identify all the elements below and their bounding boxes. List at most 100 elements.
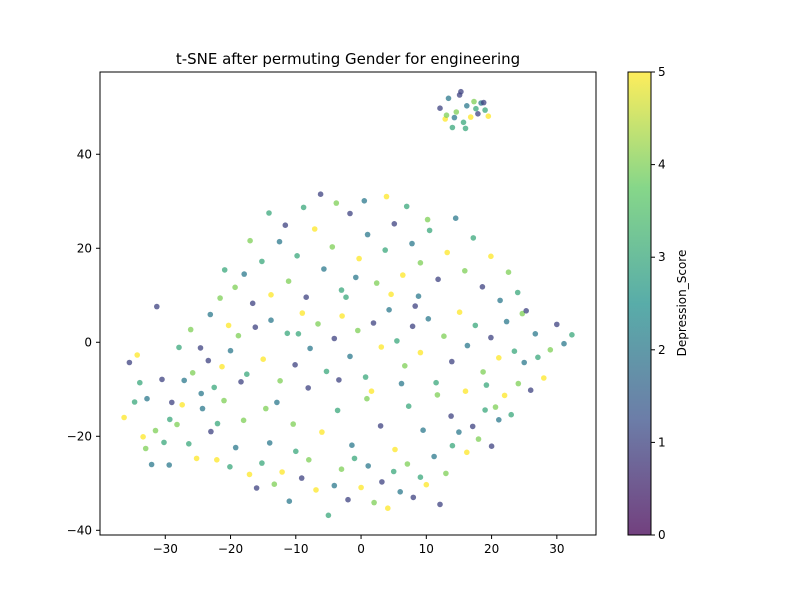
data-point	[409, 323, 416, 330]
data-point	[286, 498, 293, 505]
data-point	[266, 440, 273, 446]
data-point	[197, 345, 204, 351]
data-point	[458, 88, 464, 95]
data-point	[152, 427, 159, 434]
data-point	[505, 269, 512, 276]
data-point	[424, 216, 431, 223]
data-point	[371, 499, 377, 506]
data-point	[472, 322, 479, 329]
data-point	[189, 370, 196, 376]
data-point	[423, 481, 430, 488]
data-point	[390, 468, 397, 475]
data-point	[541, 375, 547, 381]
data-point	[219, 363, 225, 370]
data-point	[464, 449, 470, 456]
data-point	[370, 320, 377, 326]
points-layer	[121, 88, 575, 519]
data-point	[247, 237, 253, 244]
data-point	[347, 210, 353, 217]
data-point	[207, 311, 214, 318]
data-point	[329, 244, 336, 250]
colorbar-tick-label: 5	[658, 65, 666, 79]
data-point	[221, 267, 228, 273]
data-point	[482, 407, 488, 413]
data-point	[336, 377, 342, 383]
data-point	[161, 439, 167, 446]
data-point	[361, 198, 368, 204]
data-point	[187, 326, 194, 333]
data-point	[456, 429, 462, 435]
x-tick-label: −20	[218, 542, 243, 556]
data-point	[277, 378, 283, 384]
data-point	[186, 441, 192, 447]
data-point	[385, 505, 391, 512]
data-point	[469, 423, 476, 430]
y-tick-label: −40	[67, 523, 92, 537]
data-point	[279, 469, 285, 475]
data-point	[386, 307, 392, 313]
data-point	[364, 395, 370, 402]
data-point	[159, 376, 165, 383]
data-point	[260, 356, 267, 363]
data-point	[443, 112, 450, 118]
data-point	[299, 310, 306, 316]
data-point	[403, 203, 410, 210]
data-point	[464, 342, 471, 349]
data-point	[392, 446, 398, 453]
data-point	[433, 379, 439, 386]
data-point	[443, 470, 449, 477]
data-point	[402, 363, 408, 369]
data-point	[503, 318, 510, 325]
data-point	[292, 362, 298, 368]
data-point	[519, 310, 526, 317]
data-point	[397, 489, 404, 495]
x-tick-label: −30	[153, 542, 178, 556]
y-tick-label: 0	[84, 335, 92, 349]
y-tick-label: 20	[77, 241, 92, 255]
data-point	[227, 347, 234, 354]
data-point	[338, 287, 345, 293]
data-point	[456, 309, 463, 316]
data-point	[249, 300, 256, 307]
data-point	[232, 444, 239, 451]
data-point	[293, 448, 299, 455]
data-point	[174, 421, 180, 428]
data-point	[144, 395, 150, 402]
data-point	[569, 332, 575, 338]
data-point	[349, 442, 355, 449]
data-point	[398, 380, 405, 387]
data-point	[554, 321, 560, 328]
data-point	[523, 308, 529, 314]
data-point	[343, 294, 349, 301]
data-point	[121, 414, 127, 421]
data-point	[303, 294, 310, 301]
data-point	[435, 276, 441, 283]
data-point	[362, 374, 369, 380]
data-point	[496, 355, 502, 361]
data-point	[276, 238, 283, 245]
data-point	[355, 327, 361, 334]
data-point	[214, 420, 221, 427]
data-point	[444, 249, 451, 256]
data-point	[479, 284, 486, 290]
data-point	[431, 453, 437, 460]
data-point	[426, 227, 433, 234]
data-point	[473, 105, 479, 112]
y-tick-label: −20	[67, 429, 92, 443]
chart-title: t-SNE after permuting Gender for enginee…	[176, 50, 520, 68]
colorbar-ticks: 0 1 2 3 4 5	[651, 65, 666, 542]
data-point	[488, 443, 495, 450]
data-point	[282, 222, 289, 228]
data-point	[181, 377, 187, 384]
x-tick-label: −10	[283, 542, 308, 556]
data-point	[415, 293, 422, 300]
data-point	[311, 226, 318, 232]
x-tick-label: 30	[549, 542, 564, 556]
data-point	[198, 390, 204, 397]
data-point	[449, 358, 455, 365]
data-point	[323, 368, 330, 375]
data-point	[449, 124, 456, 131]
data-point	[460, 119, 467, 126]
data-point	[347, 353, 353, 360]
